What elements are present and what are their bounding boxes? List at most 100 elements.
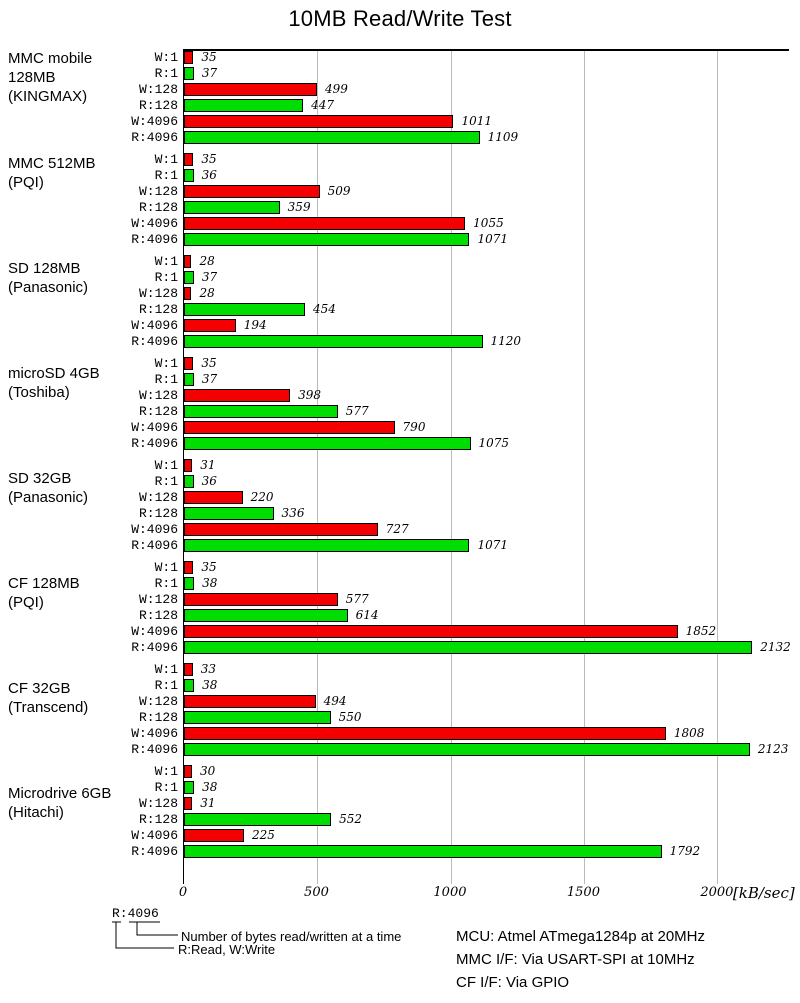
bar-write — [184, 389, 291, 402]
bar-row-label: W:1 — [154, 458, 178, 473]
bar-value-label: 577 — [345, 404, 369, 418]
bar-row-label: R:1 — [154, 474, 178, 489]
bar-write — [184, 185, 320, 198]
bar-row-label: R:128 — [138, 812, 178, 827]
bar-read — [184, 131, 480, 144]
bar-row: R:4096 2132 — [131, 640, 791, 654]
bar-row-label: W:1 — [154, 50, 178, 65]
bar-write — [184, 491, 243, 504]
bar-row-label: R:1 — [154, 780, 178, 795]
bar-write — [184, 255, 192, 268]
bar-read — [184, 679, 195, 692]
bar-row: W:4096 790 — [131, 420, 789, 434]
bar-row: R:128 454 — [139, 303, 789, 316]
bar-row-label: R:128 — [138, 404, 178, 419]
bar-row: R:4096 1075 — [131, 437, 789, 450]
bars-container: W:1 35 R:1 37 W:128 499 R:128 447 W:4096 1011 R:40… — [131, 51, 791, 858]
device-group: W:1 33 R:1 38 W:128 494 R:128 550 W:4096 1808 R:40… — [131, 663, 789, 756]
bar-row-label: W:4096 — [131, 318, 178, 333]
bar-value-label: 194 — [243, 318, 267, 332]
bar-write — [184, 115, 454, 128]
bar-row: R:1 37 — [155, 372, 789, 386]
hardware-note-cf-if: CF I/F: Via GPIO — [456, 974, 570, 991]
device-group-label: CF 32GB (Transcend) — [8, 679, 88, 717]
device-group: W:1 30 R:1 38 W:128 31 R:128 552 W:4096 225 R:4096… — [131, 765, 789, 858]
bar-write — [184, 217, 466, 230]
bar-row: R:128 447 — [139, 99, 789, 112]
bar-value-label: 790 — [402, 420, 426, 434]
device-group-label-line: (KINGMAX) — [8, 88, 88, 105]
bar-read — [184, 743, 750, 756]
bar-read — [184, 609, 348, 622]
bar-row: W:4096 1808 — [131, 726, 789, 740]
bar-row: R:1 38 — [155, 679, 789, 692]
bar-row: R:4096 1071 — [131, 539, 789, 552]
bar-value-label: 494 — [323, 694, 347, 708]
bar-write — [184, 357, 194, 370]
bar-row-label: W:128 — [138, 286, 178, 301]
device-group-label-line: 128MB — [8, 69, 56, 86]
bar-write — [184, 663, 193, 676]
device-group-label-line: (Transcend) — [8, 699, 89, 716]
bar-write — [184, 765, 192, 778]
device-group-label: SD 32GB (Panasonic) — [8, 469, 88, 507]
bar-value-label: 37 — [201, 372, 218, 386]
bar-row: W:128 398 — [139, 389, 789, 402]
bar-read — [184, 641, 753, 654]
device-group-label-line: microSD 4GB — [8, 365, 100, 382]
bar-row: W:1 31 — [155, 459, 789, 472]
bar-write — [184, 459, 193, 472]
bar-value-label: 577 — [345, 592, 369, 606]
axis-unit-label: [kB/sec] — [732, 884, 795, 902]
bar-value-label: 37 — [201, 270, 218, 284]
bar-value-label: 1792 — [669, 844, 701, 858]
bar-row-label: W:1 — [154, 560, 178, 575]
bar-row-label: W:128 — [138, 184, 178, 199]
bar-value-label: 499 — [324, 82, 348, 96]
bar-write — [184, 523, 378, 536]
bar-read — [184, 303, 305, 316]
device-group-label-line: MMC mobile — [8, 50, 93, 67]
device-group-label: Microdrive 6GB (Hitachi) — [8, 784, 111, 822]
bar-row-label: W:1 — [154, 152, 178, 167]
bar-row: W:4096 1011 — [131, 114, 789, 128]
bar-row-label: W:128 — [138, 388, 178, 403]
bar-value-label: 1011 — [461, 114, 492, 128]
device-group-label-line: (PQI) — [8, 594, 44, 611]
bar-read — [184, 711, 331, 724]
hardware-notes: MCU: Atmel ATmega1284p at 20MHz MMC I/F:… — [456, 925, 705, 994]
bar-value-label: 550 — [338, 710, 362, 724]
bar-row: R:1 37 — [155, 67, 789, 80]
bar-value-label: 1852 — [685, 624, 717, 638]
bar-row: R:128 552 — [139, 813, 789, 826]
bar-value-label: 2132 — [760, 640, 791, 654]
device-group: W:1 35 R:1 37 W:128 499 R:128 447 W:4096 1011 R:40… — [131, 51, 789, 144]
bar-row: W:128 509 — [139, 185, 789, 198]
bar-read — [184, 373, 194, 386]
bar-value-label: 1808 — [673, 726, 705, 740]
bar-value-label: 38 — [202, 780, 218, 794]
device-group-label: MMC 512MB (PQI) — [8, 154, 96, 192]
bar-row: R:128 577 — [139, 404, 789, 418]
bar-row: W:128 31 — [139, 797, 789, 810]
bar-value-label: 28 — [199, 254, 215, 268]
device-group-label-line: CF 128MB — [8, 575, 80, 592]
device-group-label-line: SD 128MB — [8, 260, 81, 277]
bar-write — [184, 561, 194, 574]
bar-value-label: 727 — [385, 522, 409, 536]
bar-row-label: R:128 — [138, 710, 178, 725]
bar-row: W:128 494 — [139, 694, 789, 708]
bar-row-label: W:128 — [138, 694, 178, 709]
bar-read — [184, 405, 338, 418]
bar-row-label: R:1 — [154, 678, 178, 693]
device-group-label-line: (Hitachi) — [8, 804, 64, 821]
bar-row: R:1 38 — [155, 780, 789, 794]
bar-row: W:4096 194 — [131, 318, 789, 332]
bar-row: W:1 35 — [155, 561, 789, 574]
x-axis-tick-label: 500 — [304, 885, 329, 900]
bar-row: R:128 550 — [139, 710, 789, 724]
bar-row: R:1 36 — [155, 169, 789, 182]
bar-write — [184, 625, 678, 638]
bar-row: W:1 35 — [155, 357, 789, 370]
bar-row-label: R:1 — [154, 576, 178, 591]
